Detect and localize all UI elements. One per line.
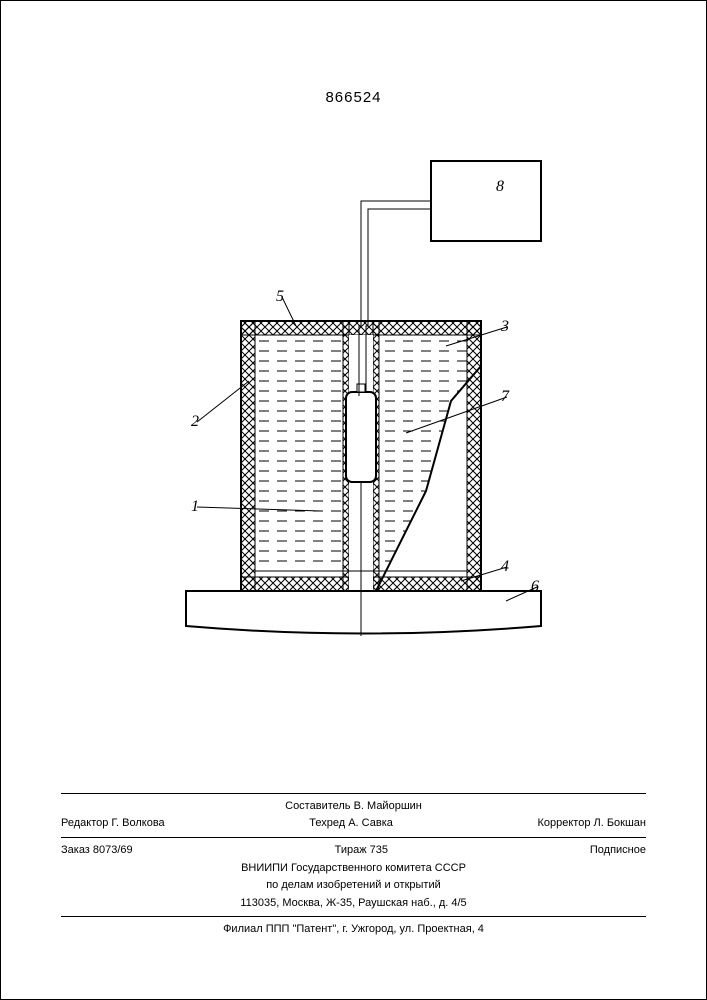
svg-text:7: 7 xyxy=(501,388,510,405)
diagram-svg: 1 2 3 4 5 6 7 8 xyxy=(101,131,608,731)
svg-text:3: 3 xyxy=(500,318,509,335)
org-line-2: по делам изобретений и открытий xyxy=(61,877,646,895)
order-row: Заказ 8073/69 Тираж 735 Подписное xyxy=(61,842,646,860)
tirazh: Тираж 735 xyxy=(335,842,388,860)
corrector: Корректор Л. Бокшан xyxy=(537,815,646,833)
branch: Филиал ППП "Патент", г. Ужгород, ул. Про… xyxy=(61,921,646,939)
patent-number: 866524 xyxy=(1,89,706,106)
colophon: Составитель В. Майоршин Редактор Г. Волк… xyxy=(61,789,646,939)
techred: Техред А. Савка xyxy=(309,815,393,833)
org-line-1: ВНИИПИ Государственного комитета СССР xyxy=(61,860,646,878)
svg-text:6: 6 xyxy=(531,578,539,595)
svg-text:8: 8 xyxy=(496,178,504,195)
subscription: Подписное xyxy=(590,842,646,860)
svg-text:5: 5 xyxy=(276,288,284,305)
svg-text:4: 4 xyxy=(501,558,509,575)
svg-text:1: 1 xyxy=(191,498,199,515)
svg-text:2: 2 xyxy=(191,413,199,430)
order: Заказ 8073/69 xyxy=(61,842,133,860)
page: 866524 1 2 3 4 5 6 7 8 Составитель В. Майоршин … xyxy=(0,0,707,1000)
address: 113035, Москва, Ж-35, Раушская наб., д. … xyxy=(61,895,646,913)
technical-diagram: 1 2 3 4 5 6 7 8 xyxy=(101,131,608,731)
editor: Редактор Г. Волкова xyxy=(61,815,165,833)
credits-row: Редактор Г. Волкова Техред А. Савка Корр… xyxy=(61,815,646,833)
compiler-line: Составитель В. Майоршин xyxy=(61,798,646,816)
